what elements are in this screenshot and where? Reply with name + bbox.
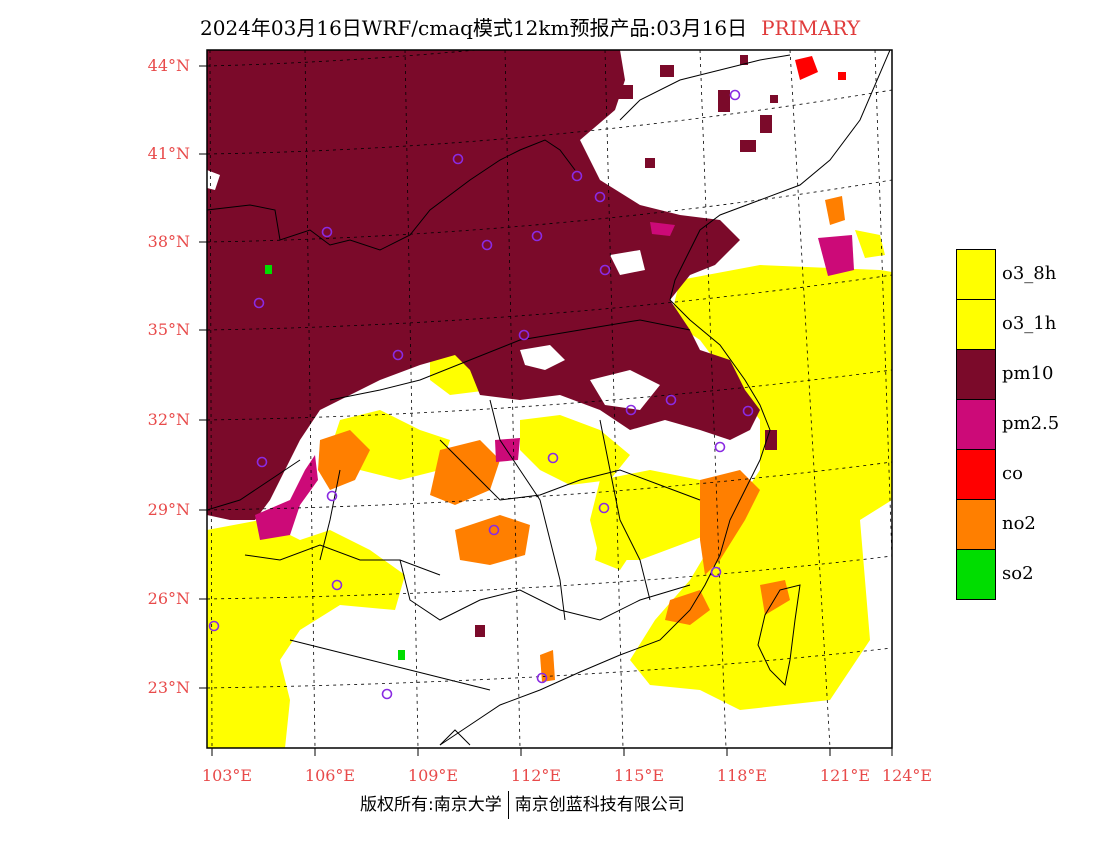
so2-region <box>265 265 405 660</box>
lon-label: 103°E <box>201 766 253 785</box>
footer-divider <box>507 791 509 819</box>
axis-ticks <box>199 65 893 756</box>
copyright-footer: 版权所有:南京大学 南京创蓝科技有限公司 <box>360 790 685 819</box>
lat-label: 44°N <box>147 56 190 75</box>
lon-label: 112°E <box>510 766 562 785</box>
legend-label: co <box>1002 463 1023 484</box>
legend-label: pm10 <box>1002 363 1054 384</box>
map-title: 2024年03月16日WRF/cmaq模式12km预报产品:03月16日 PRIM… <box>200 12 860 41</box>
lat-label: 32°N <box>147 410 190 429</box>
legend-label: o3_8h <box>1002 263 1057 284</box>
legend-swatch <box>956 249 996 300</box>
legend-label: o3_1h <box>1002 313 1057 334</box>
lat-label: 29°N <box>147 500 190 519</box>
lon-label: 124°E <box>881 766 933 785</box>
legend-label: no2 <box>1002 513 1036 534</box>
lon-label: 115°E <box>613 766 665 785</box>
primary-tag: PRIMARY <box>761 16 861 40</box>
legend-swatch <box>956 399 996 450</box>
lat-label: 41°N <box>147 144 190 163</box>
legend-label: pm2.5 <box>1002 413 1060 434</box>
lon-label: 109°E <box>407 766 459 785</box>
boundaries <box>207 50 891 746</box>
lon-label: 118°E <box>716 766 768 785</box>
copyright-right: 南京创蓝科技有限公司 <box>514 795 685 815</box>
co-region <box>795 56 846 80</box>
lat-label: 38°N <box>147 232 190 251</box>
graticule <box>207 50 892 748</box>
legend-swatch <box>956 449 996 500</box>
legend-swatch <box>956 499 996 550</box>
copyright-left: 版权所有:南京大学 <box>360 795 502 815</box>
lon-label: 121°E <box>819 766 871 785</box>
lat-label: 35°N <box>147 320 190 339</box>
title-text: 2024年03月16日WRF/cmaq模式12km预报产品:03月16日 <box>200 16 748 40</box>
map-frame <box>206 49 893 749</box>
station-markers <box>208 89 754 700</box>
lon-label: 106°E <box>304 766 356 785</box>
legend-label: so2 <box>1002 563 1034 584</box>
lat-label: 23°N <box>147 678 190 697</box>
legend-swatch <box>956 549 996 600</box>
legend-swatch <box>956 349 996 400</box>
lat-label: 26°N <box>147 589 190 608</box>
no2-region <box>318 196 845 682</box>
legend-swatch <box>956 299 996 350</box>
